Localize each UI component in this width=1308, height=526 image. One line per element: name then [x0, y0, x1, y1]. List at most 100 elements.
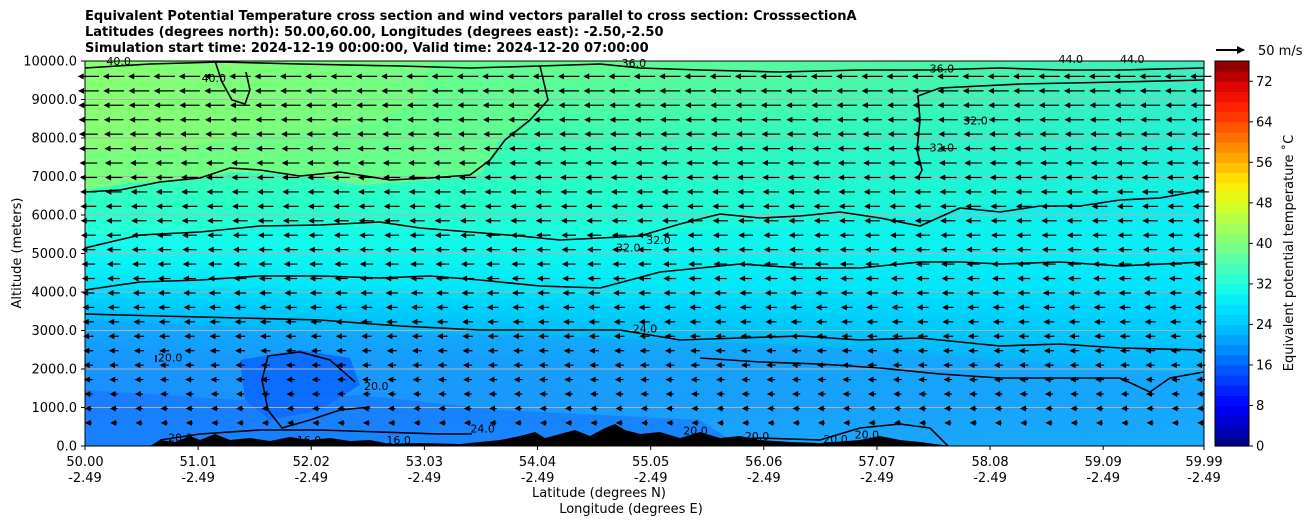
wind-vector — [664, 333, 676, 340]
contour-line — [85, 61, 1204, 73]
wind-vector — [811, 102, 832, 109]
wind-vector — [1190, 116, 1211, 123]
wind-vector — [160, 405, 168, 412]
wind-vector — [1042, 275, 1056, 282]
contour-line — [699, 423, 949, 446]
wind-vector — [464, 419, 472, 426]
wind-vector — [306, 116, 326, 123]
wind-vector — [943, 362, 953, 369]
wind-vector — [640, 376, 649, 383]
wind-vector — [664, 347, 675, 354]
wind-vector — [332, 188, 350, 195]
wind-vector — [385, 289, 398, 296]
wind-vector — [1091, 188, 1108, 195]
wind-vector — [280, 87, 301, 94]
wind-vector — [639, 362, 650, 369]
wind-vector — [1145, 347, 1156, 354]
wind-vector — [789, 289, 803, 296]
wind-vector — [1016, 246, 1031, 253]
wind-vector — [305, 102, 326, 109]
wind-vector — [410, 275, 424, 282]
y-tick-label: 4000.0 — [32, 286, 78, 301]
wind-vector — [407, 131, 427, 138]
wind-vector — [282, 174, 300, 181]
wind-vector — [434, 232, 450, 239]
wind-vector — [1165, 116, 1186, 123]
wind-vector — [888, 160, 907, 167]
contour-label: 40.0 — [202, 72, 227, 85]
wind-vector — [381, 73, 403, 80]
contour-label: 36.0 — [930, 63, 955, 76]
wind-vector — [892, 347, 903, 354]
wind-vector — [1116, 188, 1134, 195]
wind-vector — [943, 391, 952, 398]
wind-vector — [813, 188, 830, 195]
wind-vector — [435, 246, 450, 253]
wind-vector — [663, 275, 677, 282]
wind-vector — [941, 275, 955, 282]
wind-vector — [1167, 188, 1184, 195]
wind-vector — [358, 217, 375, 224]
terrain-silhouette — [150, 424, 950, 446]
wind-vector — [104, 145, 123, 152]
wind-vector — [312, 419, 320, 426]
x-tick-label-longitude: -2.49 — [181, 471, 215, 486]
wind-vector — [937, 73, 959, 80]
wind-vector — [233, 261, 247, 268]
x-tick-label-latitude: 55.05 — [632, 455, 669, 470]
wind-vector — [282, 217, 299, 224]
wind-vector — [384, 232, 400, 239]
colorbar-segment — [1215, 253, 1249, 265]
wind-vector — [841, 333, 853, 340]
wind-vector — [435, 261, 450, 268]
wind-vector — [335, 333, 347, 340]
wind-vector — [738, 232, 753, 239]
contour-lines — [85, 61, 1204, 446]
x-tick-label-longitude: -2.49 — [294, 471, 328, 486]
wind-vector — [332, 174, 350, 181]
wind-vector — [991, 261, 1006, 268]
wind-vector — [917, 362, 928, 369]
wind-vector — [83, 333, 94, 340]
wind-vector — [1066, 217, 1082, 224]
wind-vector — [230, 145, 250, 152]
y-tick-label: 1000.0 — [32, 401, 78, 416]
wind-vector — [1066, 232, 1082, 239]
wind-vector — [107, 275, 121, 282]
wind-vector — [813, 217, 830, 224]
wind-vector — [840, 289, 853, 296]
wind-vector — [179, 131, 199, 138]
wind-vector — [133, 333, 145, 340]
wind-vector — [969, 419, 977, 426]
wind-vector — [1090, 160, 1109, 167]
wind-vector — [305, 87, 327, 94]
wind-vector — [1194, 275, 1208, 282]
wind-vector — [178, 73, 201, 80]
wind-vector — [964, 174, 982, 181]
wind-vector — [1095, 376, 1104, 383]
wind-vector — [838, 174, 856, 181]
x-tick-label-longitude: -2.49 — [408, 471, 442, 486]
wind-vector — [459, 203, 476, 210]
wind-vector — [181, 188, 198, 195]
contour-line — [85, 261, 1204, 291]
wind-vector — [310, 333, 322, 340]
wind-vector — [1167, 203, 1184, 210]
wind-vector — [690, 391, 700, 398]
wind-vector — [204, 116, 225, 123]
wind-vector — [234, 304, 246, 311]
wind-vector — [284, 289, 297, 296]
wind-vector — [989, 160, 1008, 167]
wind-vector — [514, 405, 522, 412]
wind-vector — [791, 376, 801, 383]
x-tick-label-longitude: -2.49 — [1086, 471, 1120, 486]
wind-vector — [639, 347, 650, 354]
wind-vector — [612, 275, 626, 282]
wind-vector — [989, 174, 1007, 181]
wind-vector — [584, 145, 604, 152]
wind-vector — [762, 203, 779, 210]
wind-vector — [762, 160, 780, 167]
wind-vector — [865, 289, 879, 296]
contour-line — [85, 189, 1204, 249]
wind-vector — [993, 333, 1004, 340]
